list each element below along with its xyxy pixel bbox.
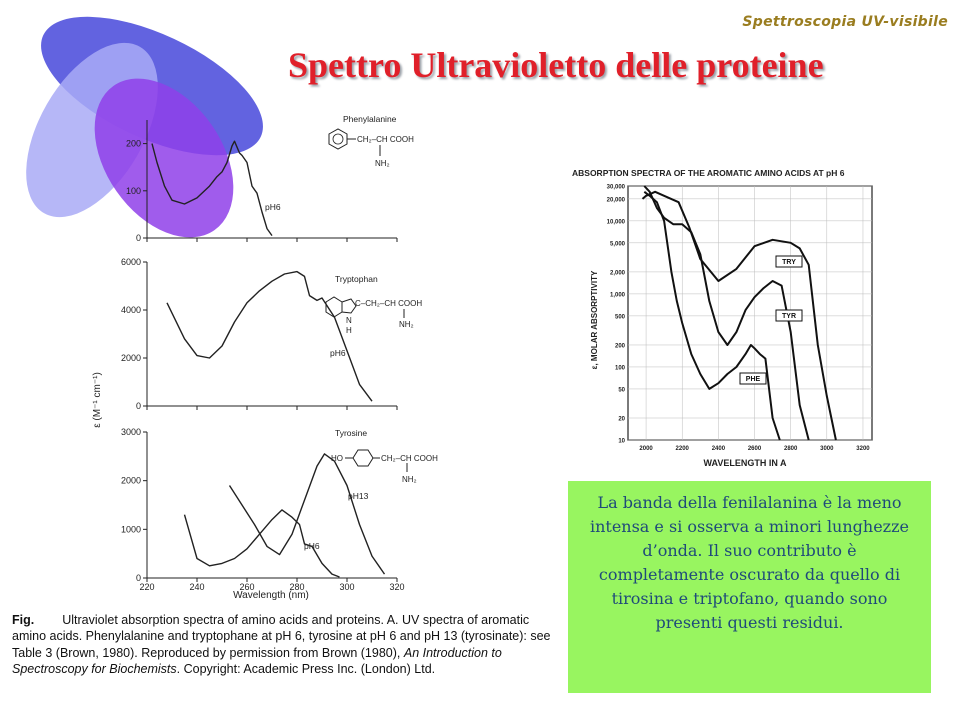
tyr-chain: CH₂–CH COOH (381, 454, 438, 463)
left-xlabel: Wavelength (nm) (233, 590, 309, 601)
y-tick-label: 3000 (121, 427, 141, 437)
y-tick-label: 10,000 (607, 219, 626, 225)
y-tick-label: 30,000 (607, 185, 626, 191)
y-tick-label: 2000 (121, 353, 141, 363)
right-xlabel: WAVELENGTH IN A (704, 458, 788, 468)
trp-ring-n: N (346, 316, 352, 325)
caption-line1: Ultraviolet absorption spectra of amino … (12, 613, 551, 660)
y-tick-label: 0 (136, 401, 141, 411)
y-tick-label: 20 (618, 417, 625, 423)
phe-chain: CH₂–CH COOH (357, 135, 414, 144)
benzene-ring-inner (332, 133, 344, 145)
y-tick-label: 200 (126, 139, 141, 149)
tyrosine-structure: HO CH₂–CH COOH NH₂ (331, 449, 438, 484)
y-tick-label: 2000 (121, 476, 141, 486)
left-ylabel: ε (M⁻¹ cm⁻¹) (92, 372, 103, 428)
y-tick-label: 1,000 (610, 292, 626, 298)
trp-ring-h: H (346, 326, 352, 335)
right-title: ABSORPTION SPECTRA OF THE AROMATIC AMINO… (572, 168, 845, 178)
phe-amine: NH₂ (375, 159, 390, 168)
benzene-ring (328, 128, 348, 150)
caption-line2: . Copyright: Academic Press Inc. (London… (176, 661, 436, 676)
tryptophan-structure: C–CH₂–CH COOH NH₂ N H (325, 296, 422, 335)
y-tick-label: 0 (136, 573, 141, 583)
x-tick-label: 2000 (639, 446, 653, 452)
series-label: TYR (782, 313, 796, 320)
x-tick-label: 280 (289, 582, 304, 592)
y-tick-label: 2,000 (610, 270, 626, 276)
y-tick-label: 5,000 (610, 241, 626, 247)
y-tick-label: 200 (615, 343, 626, 349)
series-label: pH6 (304, 541, 320, 551)
series-label-box (775, 255, 803, 268)
phenol-ring (352, 449, 374, 467)
figure-caption: Fig. Ultraviolet absorption spectra of am… (12, 612, 552, 677)
panel-compound-label: Tyrosine (335, 428, 367, 438)
y-tick-label: 10 (618, 439, 625, 445)
trp-chain: C–CH₂–CH COOH (355, 299, 422, 308)
note-box: La banda della fenilalanina è la meno in… (568, 481, 931, 693)
x-tick-label: 3200 (856, 446, 870, 452)
y-tick-label: 1000 (121, 524, 141, 534)
phenylalanine-structure: CH₂–CH COOH NH₂ (328, 128, 414, 168)
y-tick-label: 4000 (121, 305, 141, 315)
panel-compound-label: Tryptophan (335, 274, 378, 284)
x-tick-label: 320 (389, 582, 404, 592)
series-label: PHE (746, 376, 761, 383)
x-tick-label: 2200 (676, 446, 690, 452)
x-tick-label: 300 (339, 582, 354, 592)
series-line-tyr (643, 185, 810, 441)
x-tick-label: 260 (239, 582, 254, 592)
series-line-phe (643, 190, 781, 441)
caption-lead: Fig. (12, 613, 35, 627)
left-figure: ε (M⁻¹ cm⁻¹) Wavelength (nm) CH₂–CH COOH… (92, 114, 438, 601)
series-title: Spettroscopia UV-visibile (742, 14, 948, 30)
panel-compound-label: Phenylalanine (343, 114, 397, 124)
ellipse-violet (94, 78, 234, 238)
trp-amine: NH₂ (399, 320, 414, 329)
x-tick-label: 3000 (820, 446, 834, 452)
x-tick-label: 220 (139, 582, 154, 592)
series-label-box (775, 309, 803, 322)
x-tick-label: 2600 (748, 446, 762, 452)
series-line-ph6 (183, 509, 340, 578)
y-tick-label: 20,000 (607, 197, 626, 203)
series-line-ph6 (166, 270, 373, 402)
y-tick-label: 50 (618, 387, 625, 393)
caption-book: An Introduction to Spectroscopy for Bioc… (12, 645, 502, 676)
tyr-amine: NH₂ (402, 475, 417, 484)
series-line-ph13 (228, 453, 386, 575)
y-tick-label: 0 (136, 233, 141, 243)
series-label: pH13 (348, 491, 369, 501)
y-tick-label: 100 (126, 186, 141, 196)
series-label: pH6 (330, 348, 346, 358)
y-tick-label: 6000 (121, 257, 141, 267)
slide-title: Spettro Ultravioletto delle proteine (288, 45, 824, 85)
note-text: La banda della fenilalanina è la meno in… (589, 493, 910, 632)
series-label-box (739, 372, 767, 385)
y-tick-label: 100 (615, 365, 626, 371)
x-tick-label: 2400 (712, 446, 726, 452)
series-line-try (641, 190, 837, 441)
y-tick-label: 500 (615, 314, 626, 320)
right-ylabel: ε, MOLAR ABSORPTIVITY (590, 270, 599, 369)
right-figure: ABSORPTION SPECTRA OF THE AROMATIC AMINO… (572, 168, 873, 468)
x-tick-label: 240 (189, 582, 204, 592)
series-label: TRY (782, 259, 796, 266)
decorative-ellipses (26, 16, 263, 238)
indole-pyrrole (341, 298, 357, 314)
x-tick-label: 2800 (784, 446, 798, 452)
series-line-ph6 (151, 140, 273, 237)
tyr-hydroxyl: HO (331, 454, 343, 463)
series-label: pH6 (265, 202, 281, 212)
